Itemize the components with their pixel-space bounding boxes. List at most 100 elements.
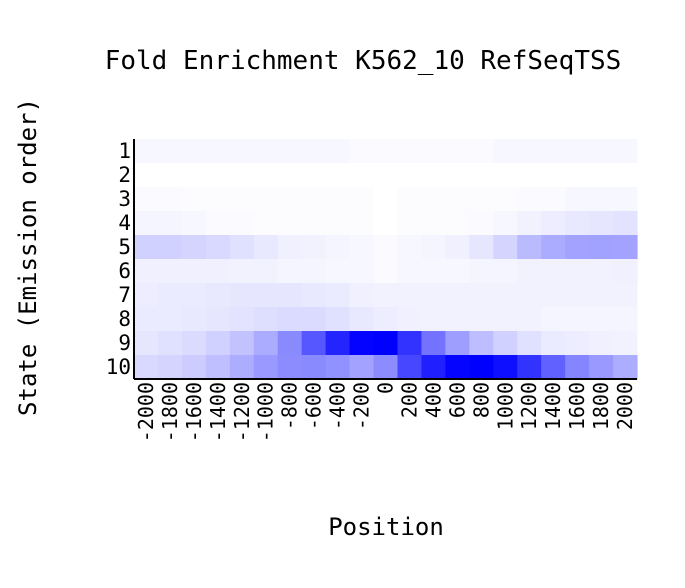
heatmap-cell <box>565 211 590 236</box>
heatmap-cell <box>349 259 375 284</box>
heatmap-cell <box>301 259 327 284</box>
heatmap-cell <box>421 163 446 188</box>
heatmap-cell <box>517 139 542 164</box>
heatmap-cell <box>541 163 566 188</box>
heatmap-cell <box>469 163 494 188</box>
heatmap-cell <box>181 187 207 212</box>
heatmap-cell <box>301 283 327 308</box>
heatmap-cell <box>493 355 518 380</box>
heatmap-cell <box>541 259 566 284</box>
heatmap-cell <box>541 355 566 380</box>
heatmap-cell <box>277 331 303 356</box>
heatmap-cell <box>205 163 231 188</box>
heatmap-cell <box>373 259 399 284</box>
heatmap-cell <box>349 187 375 212</box>
heatmap-cell <box>349 211 375 236</box>
heatmap-cell <box>205 283 231 308</box>
heatmap-cell <box>613 307 638 332</box>
heatmap-cell <box>134 139 159 164</box>
heatmap-cell <box>229 331 255 356</box>
heatmap-cell <box>469 307 494 332</box>
heatmap-cell <box>589 235 614 260</box>
heatmap-cell <box>277 355 303 380</box>
heatmap-cell <box>277 139 303 164</box>
heatmap-cell <box>134 307 159 332</box>
heatmap-cell <box>589 355 614 380</box>
heatmap-cell <box>373 283 399 308</box>
heatmap-cell <box>517 283 542 308</box>
x-axis-label: Position <box>328 513 444 541</box>
heatmap-cell <box>613 355 638 380</box>
y-tick-label: 3 <box>118 187 131 211</box>
heatmap-cell <box>565 163 590 188</box>
heatmap-cell <box>589 307 614 332</box>
x-tick-label: -800 <box>278 382 302 430</box>
heatmap-cell <box>181 259 207 284</box>
heatmap-cell <box>157 355 183 380</box>
heatmap-cell <box>517 307 542 332</box>
x-tick-label: -1800 <box>158 382 182 442</box>
x-tick-label: 600 <box>445 382 469 418</box>
heatmap-cell <box>134 163 159 188</box>
heatmap-cell <box>469 355 494 380</box>
heatmap-cell <box>157 235 183 260</box>
heatmap-cell <box>205 187 231 212</box>
heatmap-cell <box>493 211 518 236</box>
heatmap-cell <box>421 307 446 332</box>
heatmap-cell <box>253 187 279 212</box>
heatmap-cell <box>277 259 303 284</box>
heatmap-cell <box>565 187 590 212</box>
heatmap-cell <box>205 211 231 236</box>
heatmap-cell <box>469 139 494 164</box>
heatmap-cell <box>229 283 255 308</box>
heatmap-cell <box>397 355 423 380</box>
heatmap-cell <box>325 211 351 236</box>
heatmap-cell <box>397 139 423 164</box>
heatmap-cell <box>589 283 614 308</box>
heatmap-cell <box>397 331 423 356</box>
heatmap-cell <box>157 307 183 332</box>
heatmap-cell <box>277 163 303 188</box>
heatmap-cell <box>325 307 351 332</box>
heatmap-cell <box>589 211 614 236</box>
heatmap-cell <box>541 283 566 308</box>
heatmap-cell <box>445 259 470 284</box>
heatmap-cell <box>373 235 399 260</box>
heatmap-cell <box>421 355 446 380</box>
heatmap-cell <box>157 139 183 164</box>
heatmap-cell <box>301 355 327 380</box>
heatmap-cell <box>565 139 590 164</box>
heatmap-cell <box>181 211 207 236</box>
heatmap-cell <box>325 283 351 308</box>
heatmap-cell <box>469 187 494 212</box>
heatmap-cell <box>613 139 638 164</box>
heatmap-cell <box>421 211 446 236</box>
heatmap-cell <box>349 163 375 188</box>
heatmap-cell <box>134 355 159 380</box>
heatmap-cell <box>421 235 446 260</box>
heatmap-cell <box>301 139 327 164</box>
y-tick-label: 8 <box>118 307 131 331</box>
heatmap-cell <box>565 235 590 260</box>
heatmap-cell <box>157 283 183 308</box>
heatmap-cell <box>517 259 542 284</box>
heatmap-cell <box>229 235 255 260</box>
heatmap-cell <box>301 187 327 212</box>
heatmap-cell <box>157 187 183 212</box>
heatmap-cell <box>277 307 303 332</box>
y-tick-label: 5 <box>118 235 131 259</box>
heatmap-cell <box>181 139 207 164</box>
y-axis-label: State (Emission order) <box>14 98 42 416</box>
heatmap-cell <box>229 211 255 236</box>
heatmap-cell <box>541 211 566 236</box>
heatmap-cell <box>469 331 494 356</box>
heatmap-cell <box>517 235 542 260</box>
heatmap-cell <box>493 259 518 284</box>
heatmap-cell <box>445 187 470 212</box>
heatmap-cell <box>565 283 590 308</box>
heatmap-cell <box>134 235 159 260</box>
heatmap-cell <box>157 331 183 356</box>
heatmap-cell <box>517 163 542 188</box>
